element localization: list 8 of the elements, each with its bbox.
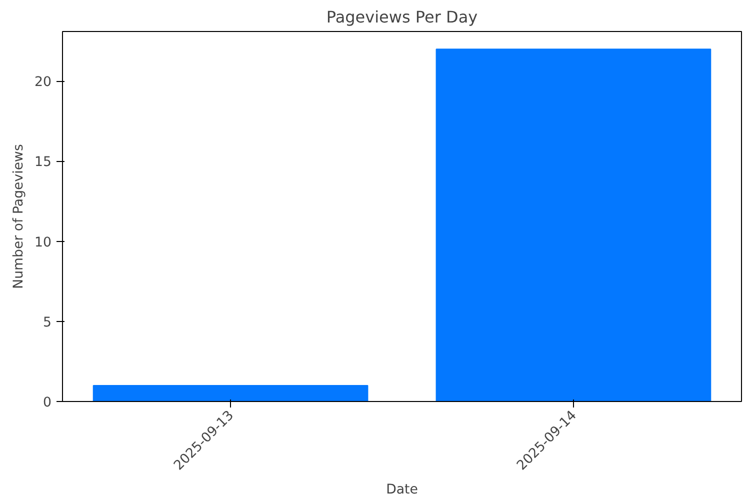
y-tick-label: 15	[34, 155, 52, 170]
y-tick-label: 20	[34, 75, 52, 90]
y-tick-label: 0	[43, 396, 52, 410]
chart-title: Pageviews Per Day	[326, 8, 478, 26]
y-tick-label: 10	[34, 235, 52, 250]
y-axis-title: Number of Pageviews	[12, 144, 27, 289]
x-axis-title: Date	[386, 482, 418, 498]
y-tick-label: 5	[43, 315, 52, 330]
